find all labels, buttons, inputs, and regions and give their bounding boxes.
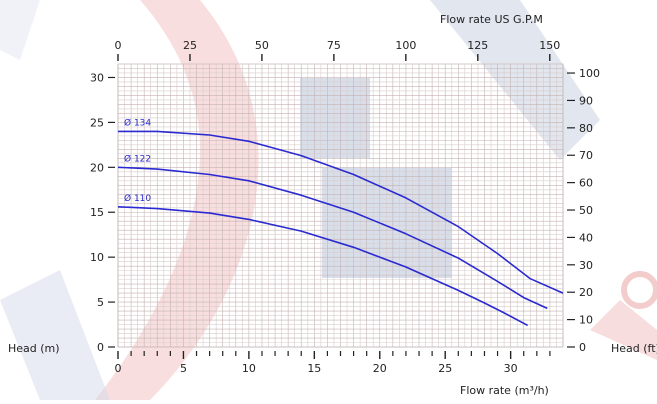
series-line-3 bbox=[117, 206, 529, 327]
series-line-1 bbox=[118, 130, 564, 294]
watermark-gear bbox=[621, 271, 657, 309]
y-right-tick-label: 80 bbox=[579, 122, 593, 135]
y-right-tick-label: 20 bbox=[579, 286, 593, 299]
y-left-tick-label: 5 bbox=[97, 296, 104, 309]
y-right-tick-label: 70 bbox=[579, 149, 593, 162]
y-left-tick-label: 30 bbox=[90, 71, 104, 84]
chart-grid bbox=[117, 63, 564, 348]
x-top-tick-label: 75 bbox=[327, 39, 341, 52]
x-bottom-tick-label: 0 bbox=[115, 362, 122, 375]
x-top-tick-label: 100 bbox=[395, 39, 416, 52]
x-top-tick-label: 150 bbox=[539, 39, 560, 52]
y-right-tick-label: 60 bbox=[579, 177, 593, 190]
y-right-tick-label: 30 bbox=[579, 259, 593, 272]
series-line-2 bbox=[117, 166, 548, 310]
x-bottom-tick-label: 20 bbox=[373, 362, 387, 375]
y-right-tick-label: 50 bbox=[579, 204, 593, 217]
x-bottom-axis-title: Flow rate (m³/h) bbox=[460, 384, 549, 397]
watermark-stripe bbox=[0, 0, 40, 60]
x-top-tick-label: 25 bbox=[183, 39, 197, 52]
y-right-tick-label: 0 bbox=[579, 341, 586, 354]
y-left-axis-title: Head (m) bbox=[8, 342, 60, 355]
x-bottom-tick-label: 10 bbox=[242, 362, 256, 375]
y-right-tick-label: 10 bbox=[579, 314, 593, 327]
watermark-stripe bbox=[0, 270, 110, 400]
y-right-axis-title: Head (ft) bbox=[611, 342, 657, 355]
x-bottom-tick-label: 25 bbox=[438, 362, 452, 375]
x-bottom-tick-label: 30 bbox=[504, 362, 518, 375]
chart-series-layer: Ø 134 Ø 122 Ø 110 bbox=[117, 117, 564, 327]
y-left-tick-label: 25 bbox=[90, 116, 104, 129]
y-right-tick-label: 100 bbox=[579, 67, 600, 80]
x-bottom-tick-label: 5 bbox=[180, 362, 187, 375]
y-right-tick-label: 90 bbox=[579, 94, 593, 107]
watermark-stripe bbox=[430, 0, 600, 160]
x-top-axis-title: Flow rate US G.P.M bbox=[440, 13, 543, 26]
x-top-tick-label: 125 bbox=[467, 39, 488, 52]
x-top-tick-label: 0 bbox=[115, 39, 122, 52]
chart-axes: 0 5 10 15 20 25 30 0 10 20 30 40 50 60 70 80 90 100 0 5 10 15… bbox=[90, 39, 600, 375]
y-left-tick-label: 0 bbox=[97, 341, 104, 354]
y-left-tick-label: 20 bbox=[90, 161, 104, 174]
series-label-2: Ø 122 bbox=[124, 153, 151, 164]
chart-labels-layer: Flow rate US G.P.M Flow rate (m³/h) Head (… bbox=[8, 13, 657, 397]
y-right-tick-label: 40 bbox=[579, 231, 593, 244]
series-label-3: Ø 110 bbox=[124, 193, 151, 204]
series-label-1: Ø 134 bbox=[124, 117, 151, 128]
watermark-swoosh bbox=[590, 300, 657, 360]
y-left-tick-label: 10 bbox=[90, 251, 104, 264]
y-left-tick-label: 15 bbox=[90, 206, 104, 219]
x-top-tick-label: 50 bbox=[255, 39, 269, 52]
x-bottom-tick-label: 15 bbox=[307, 362, 321, 375]
